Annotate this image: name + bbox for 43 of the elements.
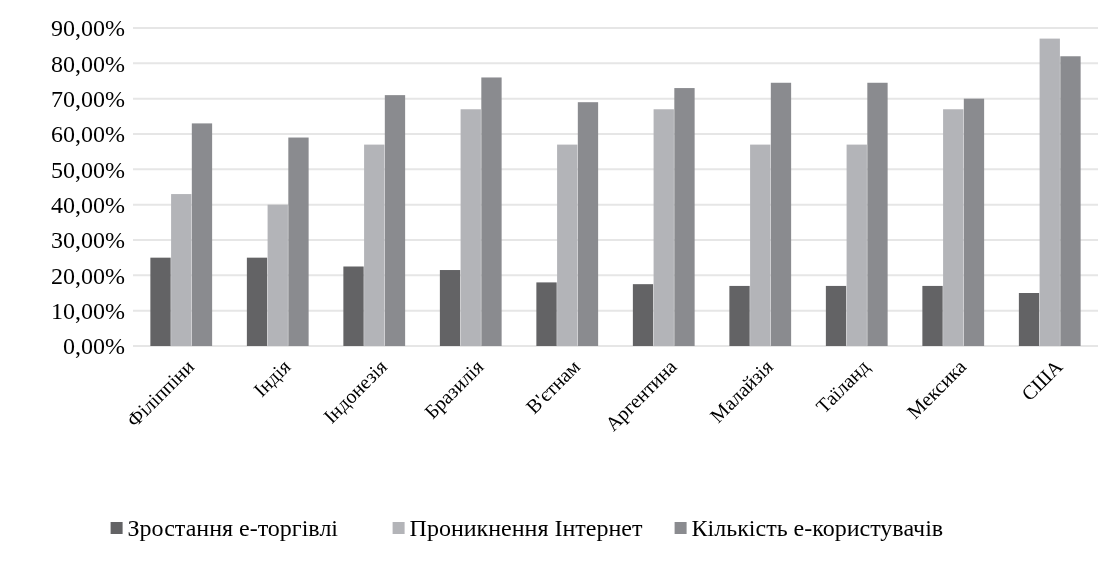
- bar: [536, 282, 557, 346]
- bar: [770, 82, 792, 346]
- bar: [729, 285, 750, 346]
- bar: [171, 194, 192, 346]
- legend-label: Кількість е-користувачів: [691, 515, 944, 542]
- bar: [1060, 56, 1081, 346]
- bar: [750, 144, 771, 346]
- bar: [288, 137, 309, 346]
- bar: [246, 257, 268, 346]
- legend-label: Зростання е-торгівлі: [127, 515, 339, 542]
- bar: [846, 144, 867, 346]
- bar: [439, 270, 461, 346]
- bar: [384, 95, 406, 346]
- bar: [867, 82, 888, 346]
- legend-label: Проникнення Інтернет: [409, 515, 643, 542]
- y-tick-label: 30,00%: [51, 227, 125, 254]
- bar: [922, 285, 943, 346]
- bar: [343, 266, 364, 346]
- bar: [1039, 38, 1060, 346]
- y-tick-label: 70,00%: [51, 86, 125, 113]
- y-tick-label: 50,00%: [51, 156, 125, 183]
- bar: [191, 123, 213, 346]
- bar: [653, 109, 674, 346]
- bar: [632, 284, 654, 346]
- bar: [963, 98, 985, 346]
- bar: [943, 109, 964, 346]
- y-tick-label: 60,00%: [51, 121, 125, 148]
- bar: [674, 88, 695, 346]
- bar: [557, 144, 578, 346]
- y-tick-label: 40,00%: [51, 192, 125, 219]
- y-tick-label: 90,00%: [51, 15, 125, 42]
- y-tick-label: 20,00%: [51, 262, 125, 289]
- y-tick-label: 80,00%: [51, 50, 125, 77]
- bar: [825, 285, 847, 346]
- bar: [481, 77, 502, 346]
- bar: [460, 109, 481, 346]
- bar: [577, 102, 599, 346]
- y-tick-label: 10,00%: [51, 298, 125, 325]
- bar: [1018, 293, 1040, 346]
- bar: [364, 144, 385, 346]
- y-tick-label: 0,00%: [63, 333, 125, 360]
- bar: [267, 204, 288, 346]
- bar: [150, 257, 171, 346]
